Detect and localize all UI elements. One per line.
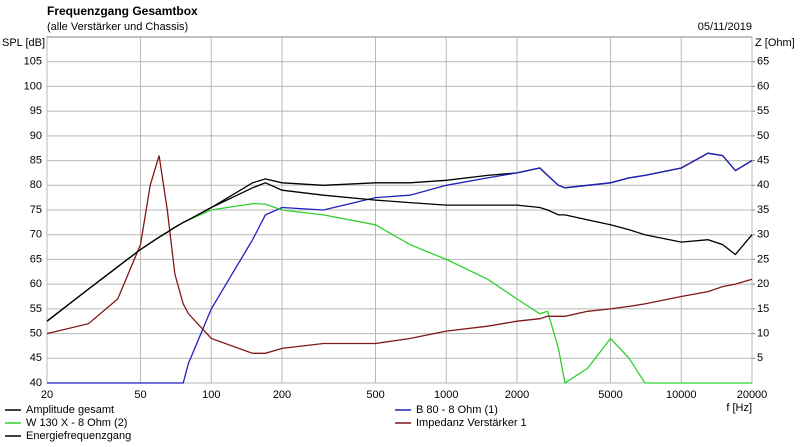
y2-tick-label: 60 xyxy=(757,80,769,92)
y-tick-label: 85 xyxy=(30,154,42,166)
y2-tick-label: 55 xyxy=(757,105,769,117)
x-tick-label: 200 xyxy=(273,389,291,401)
y2-tick-label: 65 xyxy=(757,56,769,68)
x-tick-label: 2000 xyxy=(505,389,529,401)
y-tick-label: 60 xyxy=(30,278,42,290)
x-tick-label: 10000 xyxy=(666,389,697,401)
y-tick-label: 40 xyxy=(30,377,42,389)
x-tick-label: 500 xyxy=(366,389,384,401)
y-tick-label: 105 xyxy=(24,56,42,68)
y-tick-label: 95 xyxy=(30,105,42,117)
legend-label: Impedanz Verstärker 1 xyxy=(416,417,527,429)
legend-label: B 80 - 8 Ohm (1) xyxy=(416,404,498,416)
y2-tick-label: 35 xyxy=(757,204,769,216)
y2-tick-label: 45 xyxy=(757,154,769,166)
y2-tick-label: 5 xyxy=(757,352,763,364)
y-tick-label: 45 xyxy=(30,352,42,364)
y2-tick-label: 25 xyxy=(757,253,769,265)
legend-label: W 130 X - 8 Ohm (2) xyxy=(26,417,127,429)
y-tick-label: 50 xyxy=(30,327,42,339)
chart-title: Frequenzgang Gesamtbox xyxy=(47,4,198,18)
x-tick-label: 5000 xyxy=(598,389,622,401)
y-tick-label: 65 xyxy=(30,253,42,265)
y2-tick-label: 40 xyxy=(757,179,769,191)
y2-axis-label: Z [Ohm] xyxy=(755,37,795,49)
legend-label: Energiefrequenzgang xyxy=(26,430,131,442)
y2-tick-label: 15 xyxy=(757,303,769,315)
x-tick-label: 1000 xyxy=(434,389,458,401)
legend-label: Amplitude gesamt xyxy=(26,404,114,416)
series-line xyxy=(46,182,753,322)
x-tick-label: 100 xyxy=(202,389,220,401)
y2-tick-label: 50 xyxy=(757,130,769,142)
y-tick-label: 80 xyxy=(30,179,42,191)
y-tick-label: 100 xyxy=(24,80,42,92)
x-tick-label: 20000 xyxy=(737,389,768,401)
y-tick-label: 90 xyxy=(30,130,42,142)
y-tick-label: 75 xyxy=(30,204,42,216)
series-line xyxy=(46,155,753,354)
series-line xyxy=(47,152,753,384)
x-tick-label: 20 xyxy=(41,389,53,401)
y2-tick-label: 10 xyxy=(757,327,769,339)
y2-tick-label: 30 xyxy=(757,229,769,241)
x-tick-label: 50 xyxy=(134,389,146,401)
y2-tick-label: 20 xyxy=(757,278,769,290)
y-tick-label: 55 xyxy=(30,303,42,315)
chart-date: 05/11/2019 xyxy=(698,21,752,33)
x-axis-label: f [Hz] xyxy=(726,402,752,414)
chart-subtitle: (alle Verstärker und Chassis) xyxy=(47,21,188,33)
y-tick-label: 70 xyxy=(30,229,42,241)
y-axis-label: SPL [dB] xyxy=(2,37,45,49)
